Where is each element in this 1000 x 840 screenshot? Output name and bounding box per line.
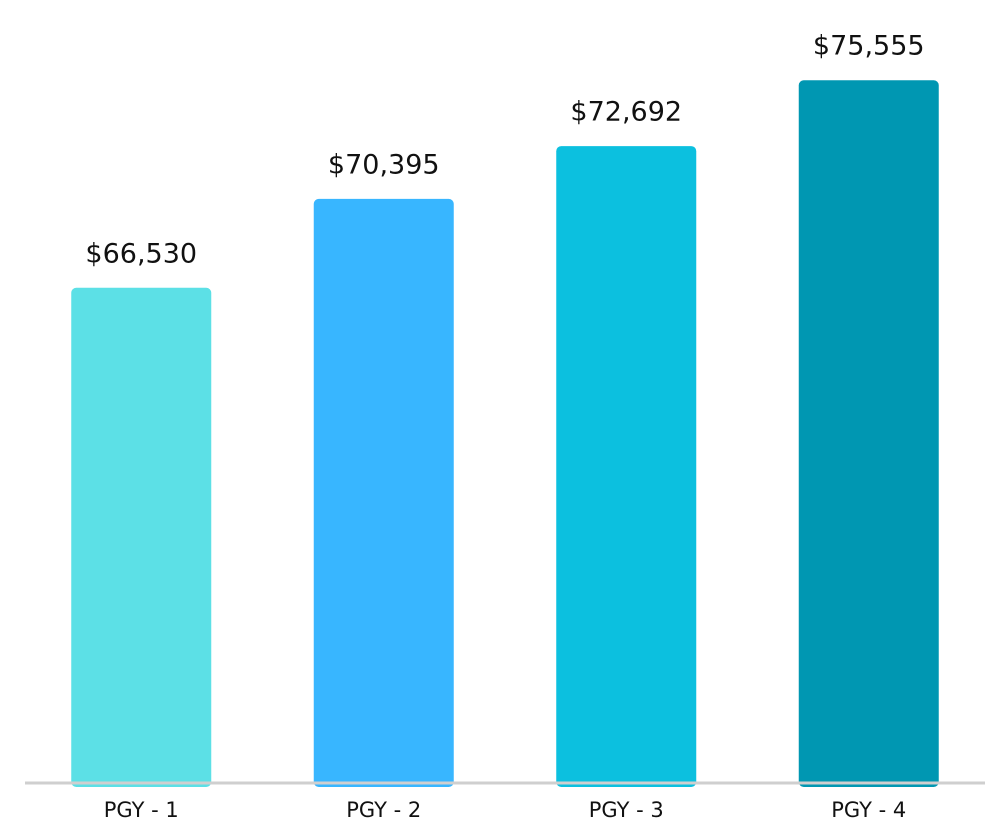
x-tick-label: PGY - 2 [346, 798, 421, 822]
x-tick-label: PGY - 3 [589, 798, 664, 822]
x-tick-label: PGY - 4 [831, 798, 906, 822]
bar [556, 146, 697, 788]
bar [798, 80, 939, 788]
value-label: $70,395 [328, 149, 440, 180]
bar [71, 287, 212, 787]
value-label: $66,530 [85, 238, 197, 269]
value-label: $72,692 [570, 97, 682, 128]
value-label: $75,555 [813, 31, 925, 62]
x-tick-label: PGY - 1 [104, 798, 179, 822]
bar [313, 198, 454, 788]
